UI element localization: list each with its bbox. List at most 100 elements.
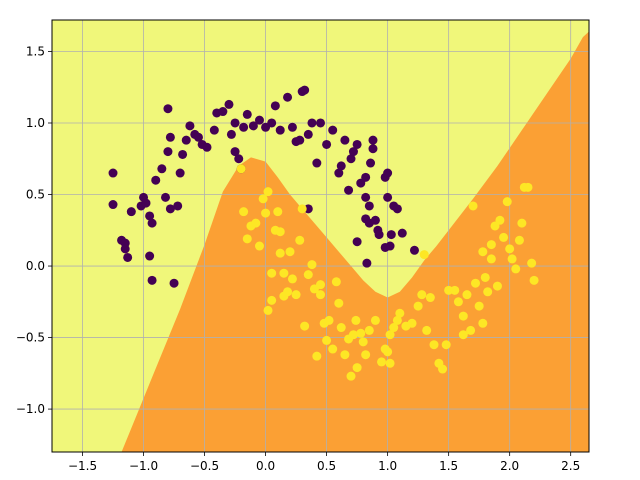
class-1-point <box>361 350 371 360</box>
class-1-point <box>358 337 368 347</box>
class-0-point <box>147 275 157 285</box>
class-0-point <box>161 192 171 202</box>
class-1-region <box>121 31 589 452</box>
class-0-point <box>163 147 173 157</box>
class-0-point <box>193 132 203 142</box>
class-0-point <box>151 175 161 185</box>
class-0-point <box>267 118 277 128</box>
class-1-point <box>273 207 283 217</box>
class-1-point <box>480 272 490 282</box>
class-0-point <box>316 118 325 128</box>
class-1-point <box>267 295 277 305</box>
class-0-point <box>380 242 390 252</box>
x-tick-label: −1.0 <box>129 459 158 473</box>
class-1-point <box>328 344 338 354</box>
class-1-point <box>511 264 521 274</box>
class-1-point <box>303 270 313 280</box>
plot-frame <box>51 19 590 453</box>
y-tick-label: −1.0 <box>16 402 45 416</box>
class-1-point <box>505 244 515 254</box>
class-0-point <box>248 121 258 131</box>
class-1-point <box>523 182 533 192</box>
class-0-point <box>202 142 212 152</box>
class-1-point <box>370 315 380 325</box>
class-1-point <box>383 347 393 357</box>
class-1-point <box>295 235 305 245</box>
y-tick-label: 0.5 <box>26 188 45 202</box>
y-axis: −1.0 −0.5 0.0 0.5 1.0 1.5 <box>16 44 52 416</box>
class-1-point <box>287 274 297 284</box>
class-0-point <box>362 258 372 268</box>
class-1-point <box>395 308 405 318</box>
class-1-point <box>438 364 448 374</box>
class-0-point <box>185 121 195 131</box>
class-1-point <box>453 297 463 307</box>
class-0-point <box>409 245 419 255</box>
class-0-point <box>340 135 350 145</box>
class-1-point <box>352 363 362 373</box>
class-1-point <box>417 290 427 300</box>
class-1-point <box>419 250 429 260</box>
class-1-point <box>263 305 273 315</box>
class-1-point <box>348 330 358 340</box>
class-0-point <box>368 144 378 154</box>
class-0-point <box>352 237 362 247</box>
class-1-point <box>458 311 468 321</box>
x-tick-label: 2.0 <box>500 459 519 473</box>
class-1-point <box>377 357 387 367</box>
class-1-point <box>291 290 301 300</box>
y-tick-label: 1.0 <box>26 116 45 130</box>
class-0-point <box>126 207 136 217</box>
class-1-point <box>486 240 496 250</box>
class-1-point <box>429 340 439 350</box>
class-0-point <box>348 147 358 157</box>
class-0-point <box>336 161 346 171</box>
class-0-point <box>145 251 155 261</box>
class-1-point <box>407 318 417 328</box>
class-0-point <box>234 154 244 164</box>
class-1-point <box>462 290 472 300</box>
class-1-point <box>392 315 402 325</box>
class-1-point <box>478 318 488 328</box>
class-1-point <box>458 330 468 340</box>
class-1-point <box>263 187 273 197</box>
class-0-point <box>175 168 185 178</box>
x-tick-label: −1.5 <box>68 459 97 473</box>
class-0-point <box>165 132 175 142</box>
class-1-point <box>422 325 432 335</box>
class-1-point <box>346 371 356 381</box>
class-0-point <box>364 201 374 211</box>
class-1-point <box>385 330 395 340</box>
class-0-point <box>386 230 396 240</box>
class-1-point <box>275 248 285 258</box>
class-0-point <box>163 104 173 114</box>
class-1-point <box>483 287 493 297</box>
class-0-point <box>287 122 297 132</box>
class-1-point <box>351 315 361 325</box>
class-0-point <box>147 218 157 228</box>
class-0-point <box>295 135 305 145</box>
class-1-point <box>492 281 502 291</box>
class-1-point <box>470 278 480 288</box>
class-0-point <box>141 198 151 208</box>
class-1-point <box>324 315 334 325</box>
class-1-point <box>331 277 341 287</box>
y-tick-label: 1.5 <box>26 44 45 58</box>
class-1-point <box>502 197 512 207</box>
class-1-point <box>389 323 399 333</box>
class-1-points <box>236 164 539 381</box>
class-1-point <box>254 241 264 251</box>
class-0-points <box>108 85 419 288</box>
class-0-point <box>157 164 167 174</box>
class-1-point <box>258 194 268 204</box>
class-1-point <box>517 218 527 228</box>
class-1-point <box>495 215 505 225</box>
x-tick-label: 0.0 <box>256 459 275 473</box>
class-0-point <box>368 135 378 145</box>
x-tick-label: −0.5 <box>190 459 219 473</box>
plot-area <box>52 20 589 452</box>
class-1-point <box>251 218 261 228</box>
class-0-point <box>230 118 240 128</box>
class-0-point <box>334 168 344 178</box>
class-0-point <box>270 101 280 111</box>
